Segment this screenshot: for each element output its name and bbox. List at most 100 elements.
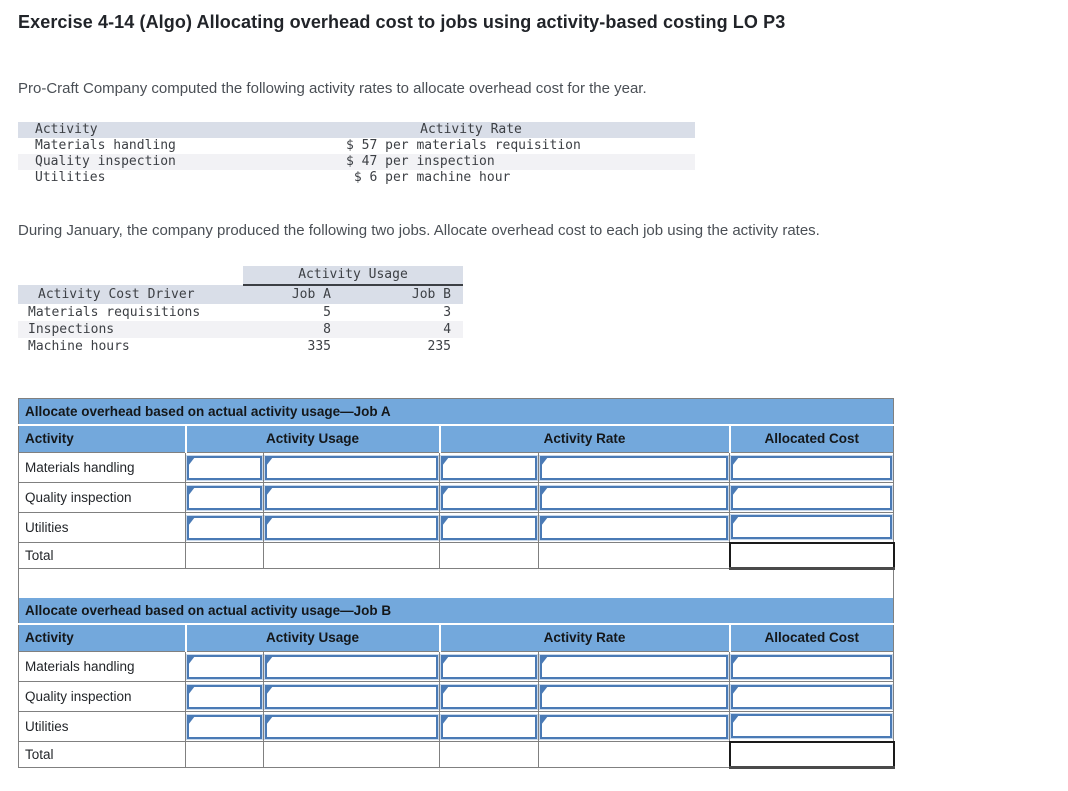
rates-activity-cell: Utilities — [35, 170, 106, 185]
job-b-title-bar: Allocate overhead based on actual activi… — [18, 597, 894, 624]
answer-flag-icon — [188, 685, 195, 695]
usage-qty-input[interactable] — [186, 484, 263, 511]
answer-flag-icon — [442, 516, 449, 526]
allocation-tables: Allocate overhead based on actual activi… — [18, 398, 895, 769]
allocated-cost-input[interactable] — [729, 683, 894, 710]
answer-flag-icon — [442, 715, 449, 725]
exercise-page: Exercise 4-14 (Algo) Allocating overhead… — [18, 12, 895, 769]
usage-job-a-header: Job A — [243, 285, 343, 304]
answer-flag-icon — [732, 715, 739, 725]
rate-label-input[interactable] — [539, 683, 729, 710]
row-label: Utilities — [18, 711, 186, 742]
allocated-cost-column-header: Allocated Cost — [728, 622, 894, 652]
rate-label-input[interactable] — [539, 653, 729, 680]
usage-job-a-value: 335 — [307, 339, 331, 354]
usage-driver-header: Activity Cost Driver — [18, 285, 243, 304]
rate-qty-input[interactable] — [440, 653, 538, 680]
usage-label-input[interactable] — [264, 514, 439, 541]
rate-label-input[interactable] — [539, 514, 729, 541]
answer-flag-icon — [188, 655, 195, 665]
job-a-title-bar: Allocate overhead based on actual activi… — [18, 398, 894, 425]
row-label: Utilities — [18, 512, 186, 543]
job-b-title: Allocate overhead based on actual activi… — [18, 597, 894, 624]
usage-qty-input[interactable] — [186, 713, 263, 740]
activity-usage-column-header: Activity Usage — [184, 423, 440, 453]
rate-qty-input[interactable] — [440, 683, 538, 710]
rate-label-input[interactable] — [539, 713, 729, 740]
usage-qty-input[interactable] — [186, 514, 263, 541]
usage-group-header-row: Activity Usage — [18, 266, 464, 286]
job-a-title: Allocate overhead based on actual activi… — [18, 398, 894, 425]
answer-flag-icon — [541, 655, 548, 665]
answer-flag-icon — [188, 715, 195, 725]
page-title: Exercise 4-14 (Algo) Allocating overhead… — [18, 12, 786, 32]
allocated-cost-input[interactable] — [729, 653, 894, 680]
answer-flag-icon — [266, 715, 273, 725]
answer-flag-icon — [541, 516, 548, 526]
total-allocated-cost-cell[interactable] — [728, 541, 895, 570]
rates-activity-header: Activity — [18, 122, 340, 138]
usage-job-a-value: 5 — [323, 305, 331, 320]
usage-driver-cell: Inspections — [18, 321, 243, 338]
job-a-row-quality-inspection: Quality inspection — [18, 482, 895, 513]
rate-qty-input[interactable] — [440, 484, 538, 511]
usage-job-b-value: 235 — [427, 339, 452, 354]
answer-flag-icon — [188, 486, 195, 496]
answer-flag-icon — [442, 685, 449, 695]
answer-flag-icon — [541, 685, 548, 695]
activity-column-header: Activity — [18, 423, 186, 453]
activity-rate-column-header: Activity Rate — [438, 423, 730, 453]
usage-job-b-value: 4 — [343, 321, 464, 338]
job-b-total-row: Total — [18, 740, 895, 769]
usage-job-a-value: 8 — [243, 321, 343, 338]
answer-flag-icon — [732, 655, 739, 665]
job-a-row-materials-handling: Materials handling — [18, 452, 895, 483]
rates-rate-cell: $ 6 per machine hour — [346, 170, 511, 185]
rate-label-input[interactable] — [539, 454, 729, 481]
usage-job-b-header: Job B — [343, 285, 464, 304]
usage-label-input[interactable] — [264, 484, 439, 511]
instruction-paragraph: During January, the company produced the… — [18, 222, 820, 239]
answer-flag-icon — [266, 655, 273, 665]
usage-qty-input[interactable] — [186, 683, 263, 710]
usage-label-input[interactable] — [264, 713, 439, 740]
answer-flag-icon — [732, 685, 739, 695]
answer-flag-icon — [442, 486, 449, 496]
activity-column-header: Activity — [18, 622, 186, 652]
total-label: Total — [18, 741, 186, 768]
rate-qty-input[interactable] — [440, 713, 538, 740]
usage-driver-cell: Materials requisitions — [28, 305, 201, 320]
usage-job-b-value: 3 — [443, 305, 452, 320]
answer-flag-icon — [541, 456, 548, 466]
total-label: Total — [18, 542, 186, 569]
usage-header-row: Activity Cost Driver Job A Job B — [18, 285, 464, 304]
usage-label-input[interactable] — [264, 454, 439, 481]
rate-label-input[interactable] — [539, 484, 729, 511]
usage-qty-input[interactable] — [186, 653, 263, 680]
job-b-row-utilities: Utilities — [18, 711, 895, 742]
usage-row: Materials requisitions 5 3 — [18, 304, 463, 321]
usage-label-input[interactable] — [264, 653, 439, 680]
row-label: Materials handling — [18, 452, 186, 483]
activity-usage-table: Activity Usage Activity Cost Driver Job … — [18, 266, 464, 355]
answer-flag-icon — [266, 456, 273, 466]
rate-qty-input[interactable] — [440, 514, 538, 541]
allocated-cost-input[interactable] — [729, 454, 894, 481]
answer-flag-icon — [541, 486, 548, 496]
job-a-total-row: Total — [18, 541, 895, 570]
allocated-cost-input[interactable] — [729, 484, 894, 511]
row-label: Quality inspection — [18, 681, 186, 712]
usage-label-input[interactable] — [264, 683, 439, 710]
rate-qty-input[interactable] — [440, 454, 538, 481]
answer-flag-icon — [732, 456, 739, 466]
rates-activity-cell: Quality inspection — [18, 154, 340, 170]
answer-flag-icon — [732, 516, 739, 526]
allocated-cost-input[interactable] — [729, 514, 894, 541]
usage-qty-input[interactable] — [186, 454, 263, 481]
answer-flag-icon — [266, 685, 273, 695]
allocated-cost-input[interactable] — [729, 713, 894, 740]
job-a-column-header-row: Activity Activity Usage Activity Rate Al… — [18, 423, 894, 453]
table-spacer — [18, 568, 894, 598]
total-allocated-cost-cell[interactable] — [728, 740, 895, 769]
job-b-row-quality-inspection: Quality inspection — [18, 681, 895, 712]
